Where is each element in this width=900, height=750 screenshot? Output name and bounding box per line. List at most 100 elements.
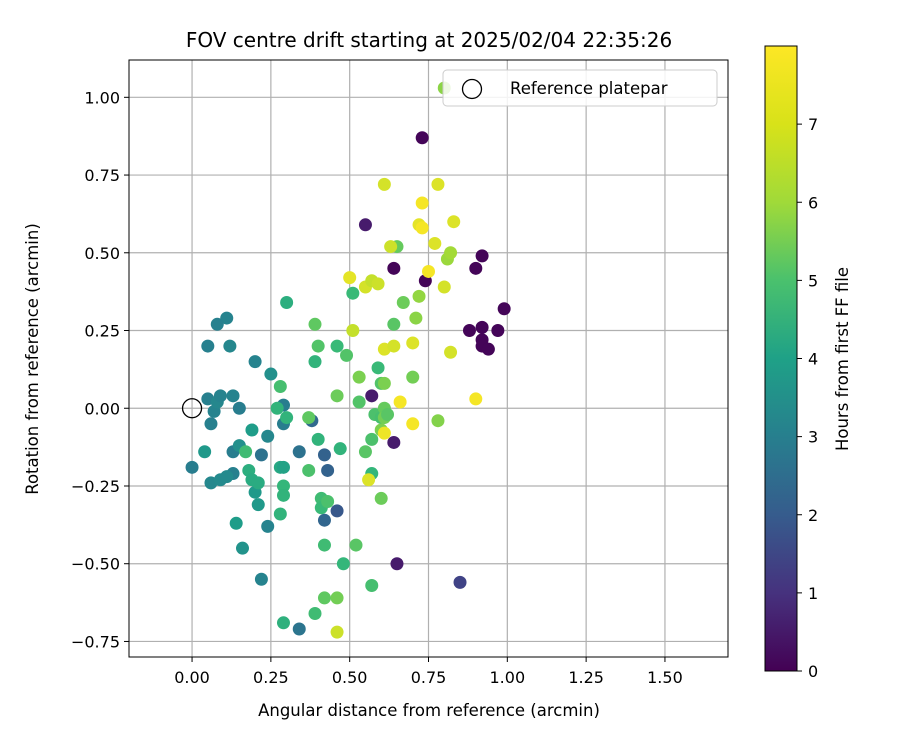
scatter-point (396, 296, 410, 310)
colorbar-title: Hours from first FF file (833, 267, 852, 451)
scatter-point (248, 355, 262, 369)
x-tick-label: 1.50 (647, 668, 683, 687)
scatter-point (377, 376, 391, 390)
scatter-point (232, 401, 246, 415)
scatter-point (292, 445, 306, 459)
scatter-point (365, 578, 379, 592)
scatter-point (415, 196, 429, 210)
scatter-point (330, 591, 344, 605)
colorbar-tick-label: 6 (808, 193, 818, 212)
scatter-point (491, 324, 505, 338)
colorbar-tick-label: 5 (808, 271, 818, 290)
scatter-point (371, 361, 385, 375)
x-tick-label: 0.75 (411, 668, 447, 687)
scatter-point (475, 320, 489, 334)
scatter-point (358, 218, 372, 232)
scatter-point (346, 286, 360, 300)
scatter-point (340, 348, 354, 362)
legend-box (442, 69, 718, 107)
scatter-point (321, 495, 335, 509)
scatter-point (276, 479, 290, 493)
scatter-point (213, 389, 227, 403)
scatter-point (239, 445, 253, 459)
reference-layer (181, 398, 203, 419)
scatter-point (292, 622, 306, 636)
grid-layer (129, 60, 728, 657)
y-tick-label: −0.50 (71, 555, 120, 574)
y-tick-label: 1.00 (84, 88, 120, 107)
scatter-point (251, 476, 265, 490)
scatter-point (453, 575, 467, 589)
scatter-point (330, 339, 344, 353)
scatter-point (198, 445, 212, 459)
x-tick-label: 0.50 (332, 668, 368, 687)
colorbar: 0 1 2 3 4 5 6 7 Hours from first FF file (764, 45, 852, 681)
scatter-point (381, 407, 395, 421)
scatter-point (321, 463, 335, 477)
scatter-point (346, 324, 360, 338)
scatter-point (437, 280, 451, 294)
scatter-point (229, 516, 243, 530)
scatter-point (469, 261, 483, 275)
chart-title: FOV centre drift starting at 2025/02/04 … (186, 28, 672, 52)
scatter-point (431, 414, 445, 428)
y-axis-title: Rotation from reference (arcmin) (23, 223, 42, 495)
x-tick-label: 1.00 (490, 668, 526, 687)
scatter-point (390, 557, 404, 571)
scatter-point (245, 423, 259, 437)
scatter-point (406, 417, 420, 431)
scatter-point (481, 342, 495, 356)
scatter-point (330, 625, 344, 639)
y-tick-label: −0.75 (71, 632, 120, 651)
scatter-point (365, 432, 379, 446)
scatter-point (497, 302, 511, 316)
scatter-point (264, 367, 278, 381)
scatter-point (280, 411, 294, 425)
scatter-point (387, 339, 401, 353)
colorbar-gradient (765, 46, 797, 671)
scatter-point (387, 261, 401, 275)
colorbar-tick-label: 7 (808, 115, 818, 134)
scatter-point (308, 317, 322, 331)
scatter-point (371, 277, 385, 291)
scatter-point (415, 221, 429, 235)
scatter-point (462, 324, 476, 338)
scatter-point (444, 246, 458, 260)
scatter-point (352, 395, 366, 409)
scatter-point (261, 429, 275, 443)
scatter-point (204, 417, 218, 431)
scatter-point (235, 541, 249, 555)
scatter-point (377, 426, 391, 440)
x-tick-label: 0.00 (174, 668, 210, 687)
scatter-point (475, 249, 489, 263)
scatter-point (444, 345, 458, 359)
scatter-point (406, 370, 420, 384)
scatter-point (362, 473, 376, 487)
scatter-point (406, 336, 420, 350)
scatter-point (352, 370, 366, 384)
scatter-point (393, 395, 407, 409)
scatter-point (254, 448, 268, 462)
scatter-point (220, 470, 234, 484)
x-axis-ticks: 0.00 0.25 0.50 0.75 1.00 1.25 1.50 (174, 657, 683, 687)
scatter-point (336, 557, 350, 571)
scatter-point (330, 389, 344, 403)
scatter-point (358, 445, 372, 459)
scatter-point (431, 177, 445, 191)
y-tick-label: −0.25 (71, 477, 120, 496)
scatter-point (302, 411, 316, 425)
scatter-point (412, 289, 426, 303)
colorbar-tick-label: 4 (808, 350, 818, 369)
scatter-point (201, 339, 215, 353)
scatter-point (273, 379, 287, 393)
scatter-point (343, 271, 357, 285)
scatter-point (226, 389, 240, 403)
scatter-point (447, 215, 461, 229)
scatter-point (251, 498, 265, 512)
legend: Reference platepar (442, 69, 718, 107)
scatter-point (349, 538, 363, 552)
scatter-point (317, 538, 331, 552)
scatter-point (333, 442, 347, 456)
scatter-point (422, 264, 435, 278)
